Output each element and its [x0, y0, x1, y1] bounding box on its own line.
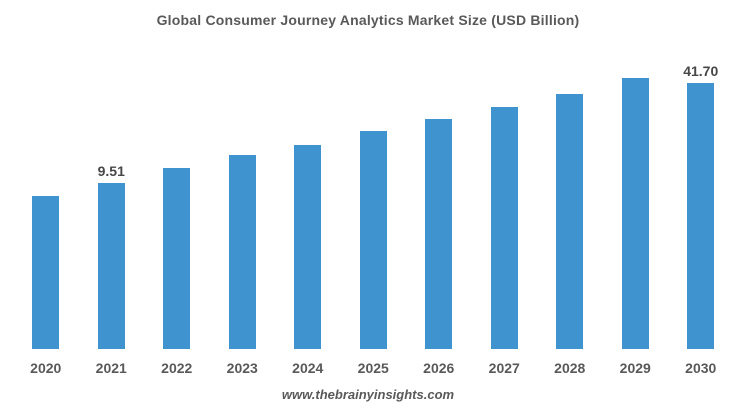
- bar-2027: [490, 106, 518, 349]
- bar-2030: [687, 83, 715, 349]
- plot-area: 2020 9.51 2021 2022 2023 2024 2025 2026 2027 2028…: [13, 63, 734, 376]
- x-tick-label-2022: 2022: [161, 360, 193, 376]
- bar-group-2027: 2027: [472, 63, 538, 376]
- bar-2025: [359, 131, 387, 349]
- bar-group-2025: 2025: [341, 63, 407, 376]
- bar-group-2021: 9.51 2021: [79, 63, 145, 376]
- bar-2023: [228, 155, 256, 349]
- bar-2028: [556, 93, 584, 349]
- bar-group-2022: 2022: [144, 63, 210, 376]
- watermark: www.thebrainyinsights.com: [281, 387, 455, 402]
- bar-2022: [163, 167, 191, 349]
- x-tick-label-2030: 2030: [685, 360, 717, 376]
- bar-2026: [425, 119, 453, 349]
- bar-group-2024: 2024: [275, 63, 341, 376]
- bar-group-2030: 41.70 2030: [668, 63, 734, 376]
- bar-2029: [621, 78, 649, 349]
- x-tick-label-2024: 2024: [292, 360, 324, 376]
- x-tick-label-2023: 2023: [226, 360, 258, 376]
- bar-group-2023: 2023: [210, 63, 276, 376]
- bar-group-2020: 2020: [13, 63, 79, 376]
- x-tick-label-2021: 2021: [95, 360, 127, 376]
- bar-2020: [32, 196, 60, 349]
- x-tick-label-2020: 2020: [30, 360, 62, 376]
- bar-2024: [294, 144, 322, 349]
- bar-value-label-2030: 41.70: [683, 63, 719, 79]
- chart-title: Global Consumer Journey Analytics Market…: [156, 12, 580, 28]
- bar-group-2028: 2028: [537, 63, 603, 376]
- bar-2021: [97, 183, 125, 349]
- x-tick-label-2025: 2025: [357, 360, 389, 376]
- x-tick-label-2029: 2029: [619, 360, 651, 376]
- x-tick-label-2027: 2027: [488, 360, 520, 376]
- x-tick-label-2028: 2028: [554, 360, 586, 376]
- bar-value-label-2021: 9.51: [97, 163, 125, 180]
- bar-group-2029: 2029: [603, 63, 669, 376]
- x-tick-label-2026: 2026: [423, 360, 455, 376]
- bar-group-2026: 2026: [406, 63, 472, 376]
